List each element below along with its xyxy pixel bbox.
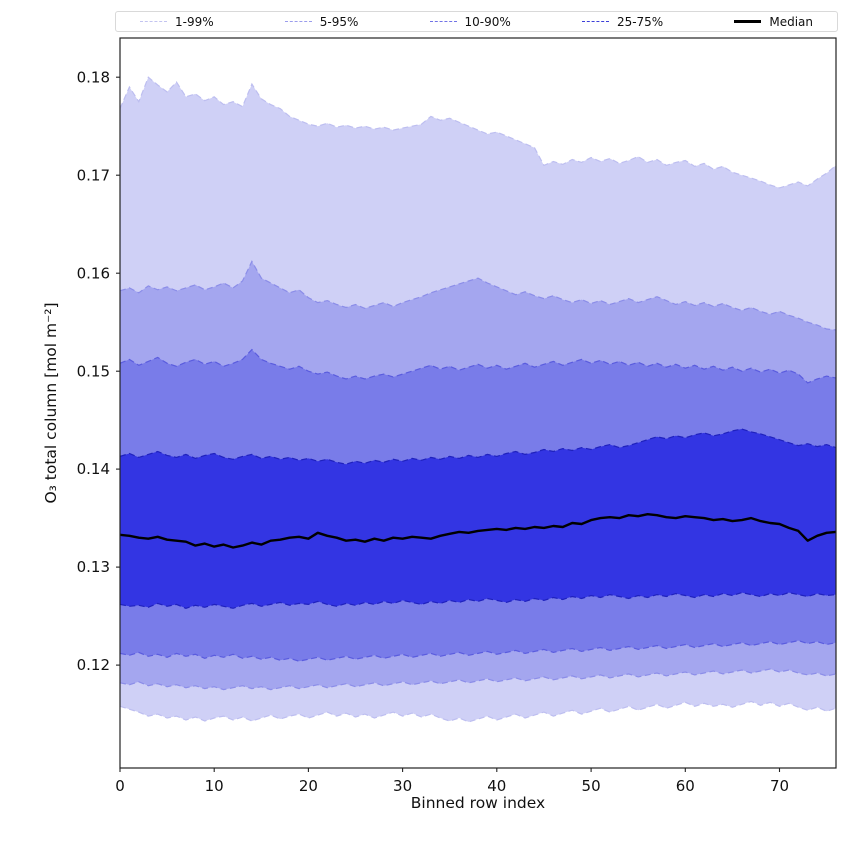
legend-line-sample xyxy=(284,21,312,22)
edge-p95 xyxy=(120,260,836,331)
x-tick-label: 40 xyxy=(487,777,506,795)
x-tick-label: 70 xyxy=(770,777,789,795)
x-tick-label: 10 xyxy=(205,777,224,795)
x-tick-label: 50 xyxy=(582,777,601,795)
legend-label: 10-90% xyxy=(464,14,511,29)
legend-label: Median xyxy=(769,14,813,29)
y-tick-label: 0.16 xyxy=(77,264,110,282)
legend-label: 1-99% xyxy=(175,14,214,29)
y-tick-label: 0.13 xyxy=(77,558,110,576)
edge-p05 xyxy=(120,668,836,691)
x-tick-label: 60 xyxy=(676,777,695,795)
x-axis-label: Binned row index xyxy=(411,794,545,812)
y-axis-label: O₃ total column [mol m⁻²] xyxy=(42,302,60,503)
edge-p01 xyxy=(120,700,836,723)
x-tick-label: 20 xyxy=(299,777,318,795)
legend-entry-3: 25-75% xyxy=(581,14,664,29)
y-tick-label: 0.17 xyxy=(77,166,110,184)
median-line xyxy=(120,513,836,549)
legend-entry-2: 10-90% xyxy=(429,14,511,29)
y-tick-label: 0.12 xyxy=(77,656,110,674)
edge-p75 xyxy=(120,428,836,465)
legend-line-sample xyxy=(581,21,609,22)
x-tick-label: 30 xyxy=(393,777,412,795)
x-tick-label: 0 xyxy=(115,777,125,795)
legend-label: 25-75% xyxy=(616,14,664,29)
legend-entry-0: 1-99% xyxy=(140,16,214,28)
edge-p90 xyxy=(120,348,836,384)
y-tick-label: 0.15 xyxy=(77,362,110,380)
legend-line-sample xyxy=(734,20,762,23)
edge-p10 xyxy=(120,639,836,662)
legend-line-sample xyxy=(140,21,167,22)
y-tick-label: 0.14 xyxy=(77,460,110,478)
legend-label: 5-95% xyxy=(319,14,359,29)
edge-p99 xyxy=(120,76,836,189)
legend-entry-1: 5-95% xyxy=(284,14,359,29)
band-25-75% xyxy=(120,429,836,609)
plot-frame xyxy=(119,37,837,769)
legend: 1-99% 5-95% 10-90% 25-75% Median xyxy=(115,11,838,32)
edge-p25 xyxy=(120,591,836,609)
legend-entry-4: Median xyxy=(734,16,813,28)
legend-line-sample xyxy=(429,21,457,22)
y-tick-label: 0.18 xyxy=(77,68,110,86)
